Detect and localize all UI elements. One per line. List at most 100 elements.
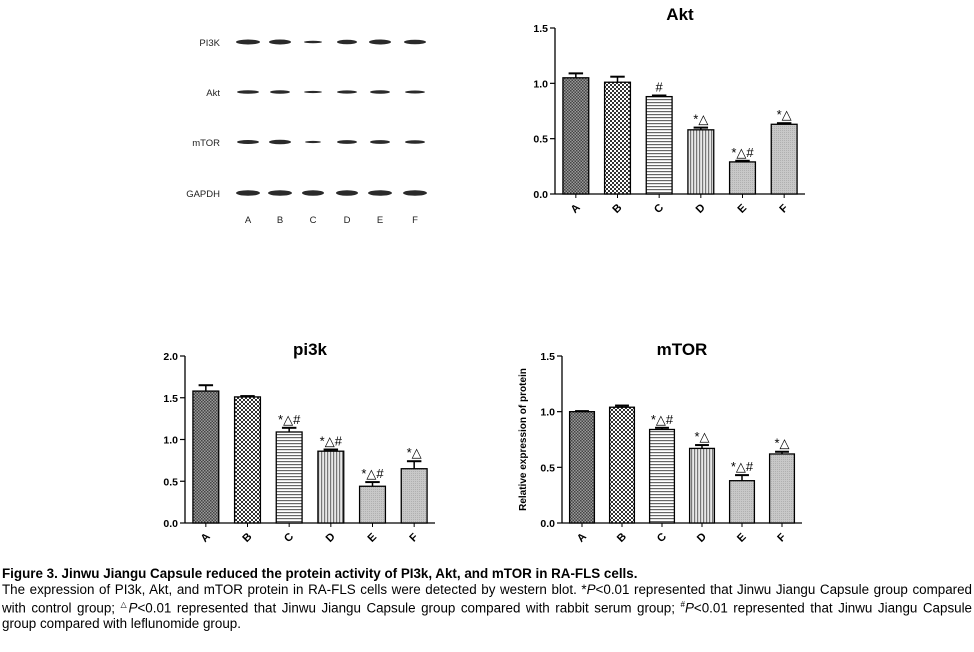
blot-band: [337, 39, 357, 45]
x-tick-label: E: [735, 531, 749, 545]
blot-band: [337, 140, 357, 144]
caption-text-4: <0.01 represented that Jinwu Jiangu Caps…: [2, 600, 973, 631]
bar-F: [400, 468, 428, 524]
blot-band: [368, 190, 392, 196]
x-tick-label: F: [407, 531, 420, 544]
x-tick-label: D: [324, 531, 338, 545]
blot-band: [337, 90, 357, 94]
chart-title: pi3k: [293, 340, 328, 359]
blot-band: [302, 190, 324, 196]
akt-bar-chart: Akt 0.0 0.5 1.0 1.5 A B # C *△ D *△# E *△ F: [533, 5, 805, 216]
significance-label: *△#: [278, 412, 301, 427]
bar-B: [603, 81, 632, 195]
blot-band: [404, 39, 426, 45]
caption-delta: △: [120, 600, 129, 609]
x-tick-label: A: [199, 531, 213, 545]
significance-label: *△: [777, 107, 792, 122]
y-tick-label: 1.5: [533, 23, 548, 35]
blot-band: [405, 140, 425, 144]
blot-band: [237, 140, 259, 144]
significance-label: *△: [694, 429, 709, 444]
x-tick-label: F: [777, 202, 790, 215]
x-tick-label: F: [775, 531, 788, 544]
bar-D: [687, 129, 715, 195]
x-tick-label: E: [736, 202, 750, 216]
significance-label: *△#: [731, 145, 754, 160]
blot-lane-label: B: [277, 215, 283, 226]
blot-lane-label: E: [377, 215, 383, 226]
blot-lane-label: D: [344, 215, 351, 226]
y-tick-label: 0.5: [163, 476, 178, 488]
bar-B: [608, 406, 636, 524]
chart-title: Akt: [666, 5, 694, 24]
figure-caption: Figure 3. Jinwu Jiangu Capsule reduced t…: [2, 566, 972, 631]
y-axis-label: Relative expression of protein: [518, 368, 529, 511]
mtor-bar-chart: mTOR Relative expression of protein 0.0 0.5…: [518, 340, 802, 545]
y-tick-label: 1.5: [163, 393, 178, 405]
y-tick-label: 1.0: [163, 435, 178, 447]
y-tick-label: 2.0: [163, 351, 178, 363]
blot-band: [336, 190, 358, 196]
blot-band: [405, 90, 425, 94]
bar-D: [317, 450, 345, 524]
significance-label: #: [656, 80, 664, 95]
blot-band: [370, 90, 390, 94]
blot-band: [370, 140, 390, 144]
blot-row-label: Akt: [206, 88, 220, 99]
significance-label: *△: [407, 445, 422, 460]
blot-band: [236, 39, 260, 45]
y-tick-label: 0.5: [540, 462, 555, 474]
bar-E: [728, 161, 757, 195]
blot-band: [236, 190, 260, 196]
y-tick-label: 1.0: [533, 78, 548, 90]
y-tick-label: 0.5: [533, 134, 548, 146]
x-tick-label: A: [569, 202, 583, 216]
bar-C: [645, 95, 673, 195]
x-tick-label: C: [655, 531, 669, 545]
y-tick-label: 0.0: [533, 189, 548, 201]
western-blot-panel: PI3K Akt mTOR GAPDH A B C D E F: [186, 38, 427, 226]
blot-band: [369, 39, 391, 45]
blot-band: [268, 190, 292, 196]
blot-band: [304, 90, 322, 94]
x-tick-label: B: [610, 202, 624, 216]
bar-A: [562, 77, 590, 195]
blot-row-label: mTOR: [192, 138, 220, 149]
blot-band: [403, 190, 427, 196]
blot-band: [269, 39, 291, 45]
bar-E: [728, 480, 756, 524]
x-tick-label: E: [366, 531, 380, 545]
significance-label: *△#: [361, 466, 384, 481]
caption-text-1: The expression of PI3k, Akt, and mTOR pr…: [2, 581, 587, 597]
caption-body: The expression of PI3k, Akt, and mTOR pr…: [2, 582, 972, 632]
blot-band: [237, 90, 259, 94]
significance-label: *△#: [320, 434, 343, 449]
chart-title: mTOR: [657, 340, 708, 359]
x-tick-label: D: [694, 202, 708, 216]
blot-lane-label: F: [412, 215, 418, 226]
x-tick-label: A: [575, 531, 589, 545]
caption-p-3: P: [684, 600, 694, 616]
blot-band: [269, 139, 291, 145]
y-tick-label: 1.0: [540, 407, 555, 419]
blot-row-label: GAPDH: [186, 189, 220, 200]
significance-label: *△#: [651, 412, 674, 427]
significance-label: *△#: [731, 459, 754, 474]
bar-C: [275, 431, 303, 524]
y-tick-label: 0.0: [540, 518, 555, 530]
x-tick-label: C: [282, 531, 296, 545]
x-tick-label: C: [652, 202, 666, 216]
bar-B: [233, 396, 262, 524]
blot-band: [305, 140, 321, 144]
caption-p-2: P: [128, 600, 138, 616]
bar-F: [768, 453, 796, 524]
significance-label: *△: [693, 112, 708, 127]
blot-lane-label: C: [310, 215, 317, 226]
blot-row-label: PI3K: [199, 38, 220, 49]
significance-label: *△: [774, 436, 789, 451]
x-tick-label: B: [615, 531, 629, 545]
blot-band: [270, 90, 290, 94]
y-tick-label: 0.0: [163, 518, 178, 530]
blot-band: [304, 40, 322, 44]
bar-A: [568, 411, 596, 524]
